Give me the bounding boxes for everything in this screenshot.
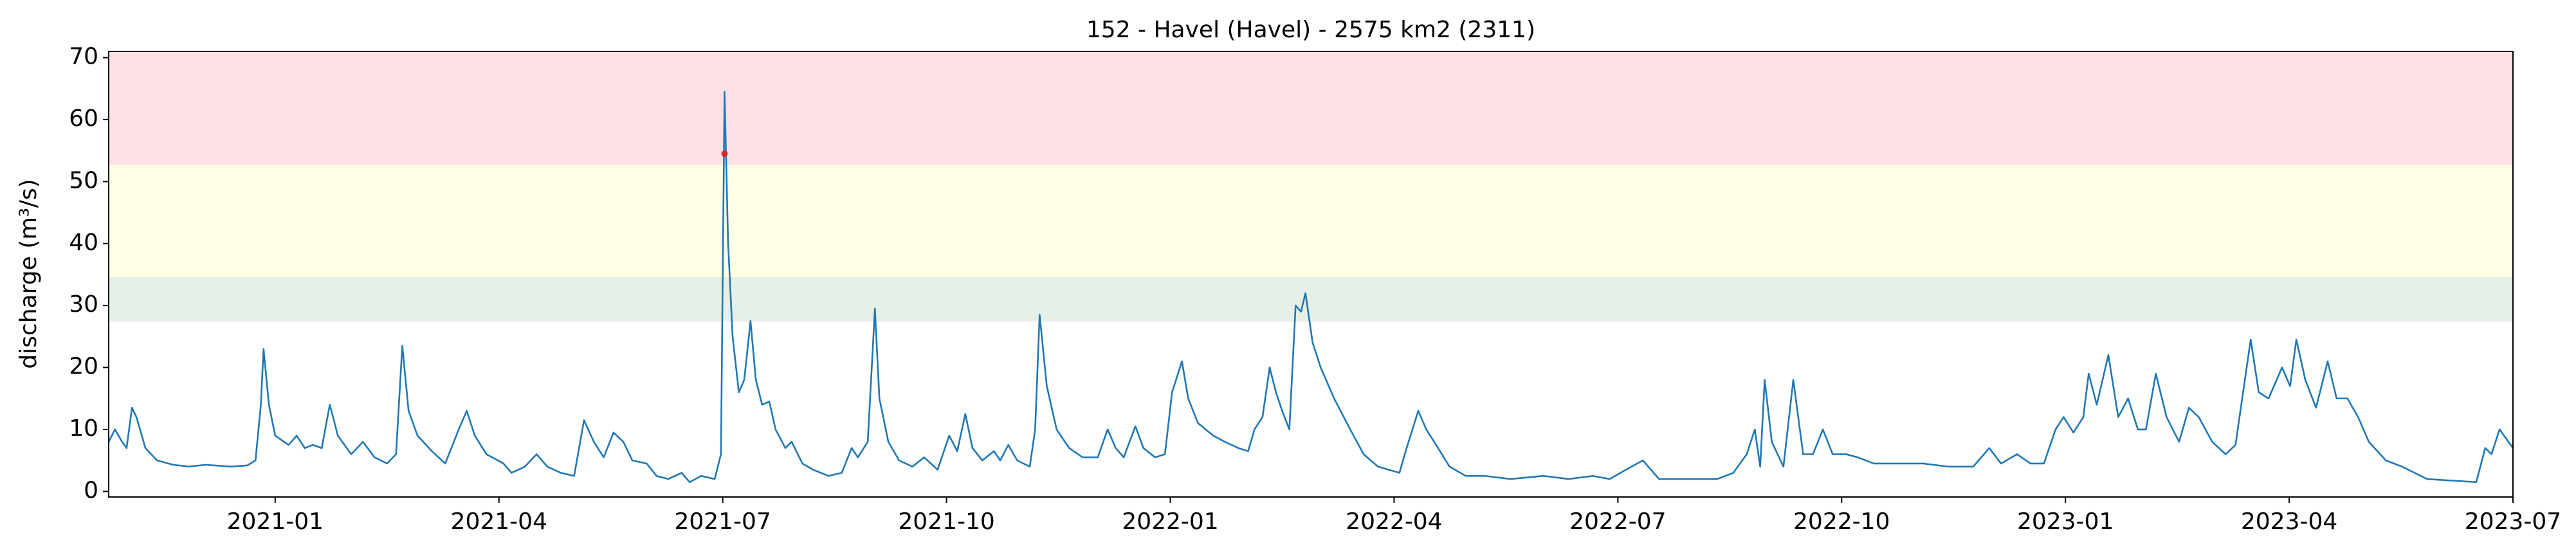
x-tick-label: 2022-07 [1569, 509, 1666, 535]
discharge-line [107, 91, 2514, 483]
threshold-band [109, 276, 2513, 322]
event-marker [721, 150, 728, 158]
threshold-band [109, 165, 2513, 277]
plot-frame [108, 51, 2514, 498]
x-tick-label: 2021-04 [451, 509, 547, 535]
x-tick-label: 2022-01 [1122, 509, 1218, 535]
x-tick-label: 2023-04 [2241, 509, 2337, 535]
chart-title: 152 - Havel (Havel) - 2575 km2 (2311) [1086, 17, 1535, 43]
y-tick-label: 20 [69, 354, 98, 380]
x-tick-label: 2023-01 [2017, 509, 2114, 535]
y-tick-label: 30 [69, 291, 98, 318]
x-tick-label: 2021-07 [674, 509, 771, 535]
y-axis-label: discharge (m³/s) [15, 179, 42, 368]
y-tick-label: 50 [69, 167, 98, 194]
x-tick-label: 2022-04 [1346, 509, 1442, 535]
threshold-band [109, 51, 2513, 165]
y-tick-label: 10 [69, 415, 98, 442]
x-tick-label: 2022-10 [1793, 509, 1890, 535]
y-tick-label: 0 [84, 477, 98, 503]
x-tick-label: 2021-01 [227, 509, 324, 535]
y-tick-label: 40 [69, 230, 98, 256]
y-tick-label: 60 [69, 105, 98, 132]
x-tick-label: 2023-07 [2465, 509, 2561, 535]
x-tick-label: 2021-10 [898, 509, 994, 535]
y-tick-label: 70 [69, 44, 98, 70]
